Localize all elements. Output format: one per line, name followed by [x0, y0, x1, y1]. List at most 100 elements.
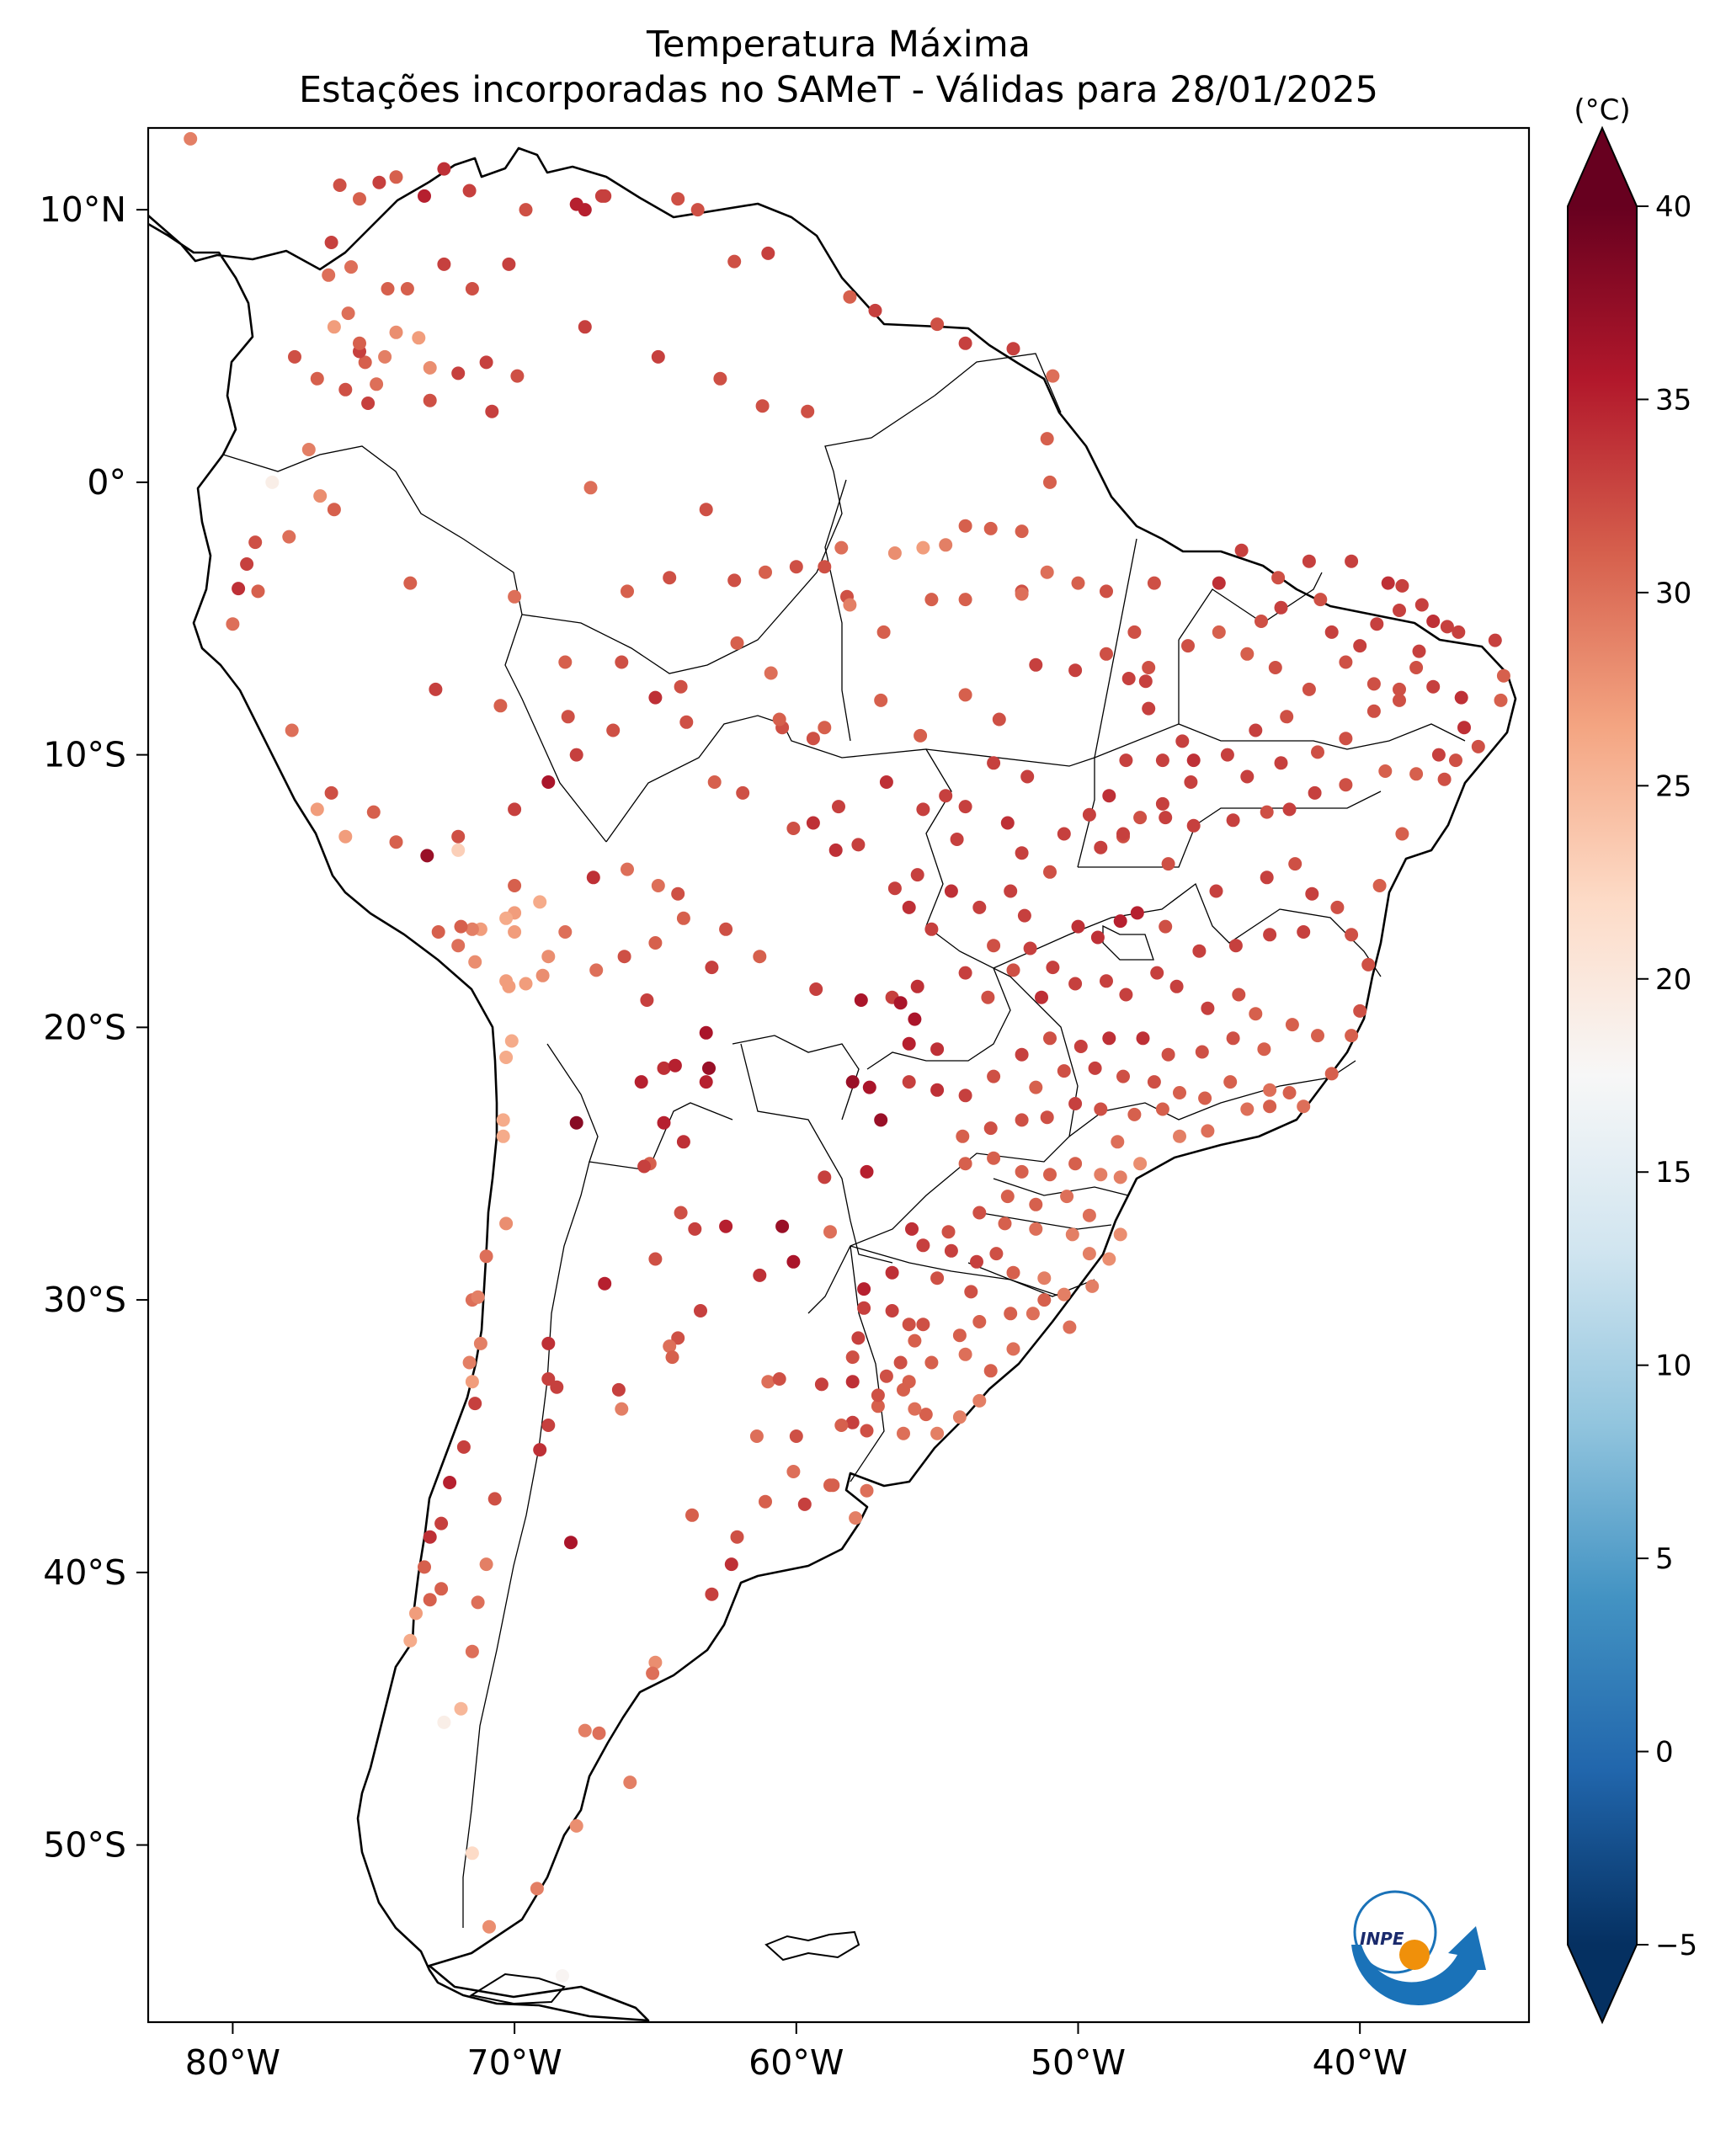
- station-marker: [1494, 693, 1508, 707]
- station-marker: [1100, 647, 1113, 661]
- station-marker: [1353, 1003, 1367, 1018]
- station-marker: [1280, 710, 1294, 724]
- station-marker: [1155, 1102, 1169, 1116]
- station-marker: [499, 1051, 514, 1064]
- station-marker: [1020, 769, 1035, 784]
- station-marker: [1071, 576, 1085, 590]
- station-marker: [285, 723, 299, 737]
- colorbar-tick-label: 20: [1655, 963, 1691, 997]
- station-marker: [1393, 682, 1406, 696]
- station-marker: [941, 1225, 956, 1239]
- colorbar[interactable]: (°C) 40 35 30 25 20 15 10 5 0 −5: [1567, 93, 1697, 2025]
- station-marker: [541, 1419, 556, 1432]
- station-marker: [1094, 840, 1108, 854]
- station-marker: [454, 919, 468, 934]
- station-marker: [1057, 1064, 1071, 1078]
- station-marker: [1043, 1168, 1057, 1182]
- station-marker: [646, 1666, 660, 1680]
- station-marker: [1339, 655, 1353, 669]
- station-marker: [1015, 524, 1029, 539]
- station-marker: [1282, 802, 1297, 817]
- station-marker: [952, 1328, 967, 1343]
- station-marker: [370, 377, 384, 391]
- station-marker: [569, 748, 583, 762]
- station-marker: [1240, 647, 1255, 661]
- station-marker: [1082, 1208, 1096, 1222]
- station-marker: [1102, 1031, 1116, 1046]
- station-marker: [1381, 576, 1395, 590]
- station-marker: [1029, 1197, 1043, 1211]
- station-marker: [358, 355, 372, 370]
- station-marker: [1133, 1157, 1148, 1171]
- station-marker: [902, 1318, 916, 1332]
- station-marker: [987, 939, 1001, 953]
- station-marker: [705, 1587, 719, 1601]
- station-marker: [327, 320, 341, 334]
- station-marker: [916, 1318, 930, 1332]
- station-marker: [860, 1164, 874, 1179]
- station-marker: [412, 331, 426, 345]
- station-marker: [970, 1254, 983, 1269]
- station-marker: [885, 1265, 899, 1280]
- station-marker: [944, 1243, 958, 1258]
- station-marker: [578, 320, 592, 334]
- station-marker: [1004, 1307, 1018, 1321]
- station-marker: [887, 881, 902, 896]
- station-marker: [871, 1388, 885, 1403]
- station-marker: [496, 1113, 510, 1127]
- station-marker: [310, 802, 324, 817]
- station-marker: [1440, 620, 1454, 634]
- colorbar-tick-label: 10: [1655, 1349, 1691, 1383]
- station-marker: [353, 192, 366, 206]
- station-marker: [361, 397, 376, 410]
- station-marker: [578, 203, 592, 217]
- station-marker: [1282, 1086, 1297, 1099]
- station-marker: [499, 1216, 514, 1231]
- station-marker: [248, 535, 263, 550]
- station-marker: [871, 1399, 885, 1413]
- station-marker: [1361, 957, 1376, 972]
- station-marker: [1302, 554, 1316, 568]
- station-marker: [327, 503, 341, 517]
- station-marker: [473, 1336, 487, 1350]
- station-marker: [313, 489, 328, 503]
- station-marker: [786, 822, 801, 835]
- colorbar-gradient: [1568, 206, 1637, 1945]
- station-marker: [558, 655, 573, 669]
- station-marker: [958, 800, 972, 814]
- station-marker: [1496, 668, 1510, 683]
- station-marker: [651, 879, 665, 892]
- station-marker: [908, 1012, 922, 1026]
- station-marker: [462, 184, 477, 198]
- station-marker: [1232, 988, 1246, 1002]
- station-marker: [902, 900, 916, 914]
- station-marker: [749, 1429, 764, 1443]
- station-marker: [378, 349, 392, 364]
- station-marker: [854, 993, 868, 1007]
- station-marker: [685, 1508, 699, 1522]
- station-marker: [648, 936, 663, 950]
- station-marker: [403, 1633, 418, 1648]
- station-marker: [1102, 1252, 1116, 1266]
- station-marker: [843, 290, 857, 304]
- station-marker: [1161, 857, 1175, 871]
- inpe-logo-dot: [1399, 1940, 1430, 1970]
- station-marker: [845, 1350, 860, 1365]
- station-marker: [240, 557, 254, 571]
- tierra-del-fuego-outline: [469, 1972, 566, 2005]
- station-marker: [454, 1701, 468, 1716]
- station-marker: [1431, 748, 1446, 762]
- station-marker: [919, 1408, 933, 1422]
- station-marker: [1068, 1157, 1083, 1171]
- station-marker: [1302, 682, 1316, 696]
- map-title: Temperatura Máxima: [647, 24, 1031, 66]
- station-marker: [1004, 884, 1018, 898]
- station-marker: [671, 192, 685, 206]
- station-marker: [786, 1465, 801, 1478]
- station-marker: [1006, 963, 1020, 977]
- station-marker: [409, 1606, 423, 1621]
- station-marker: [860, 1424, 874, 1438]
- station-marker: [1155, 753, 1169, 768]
- station-marker: [897, 1426, 910, 1440]
- station-marker: [930, 317, 945, 332]
